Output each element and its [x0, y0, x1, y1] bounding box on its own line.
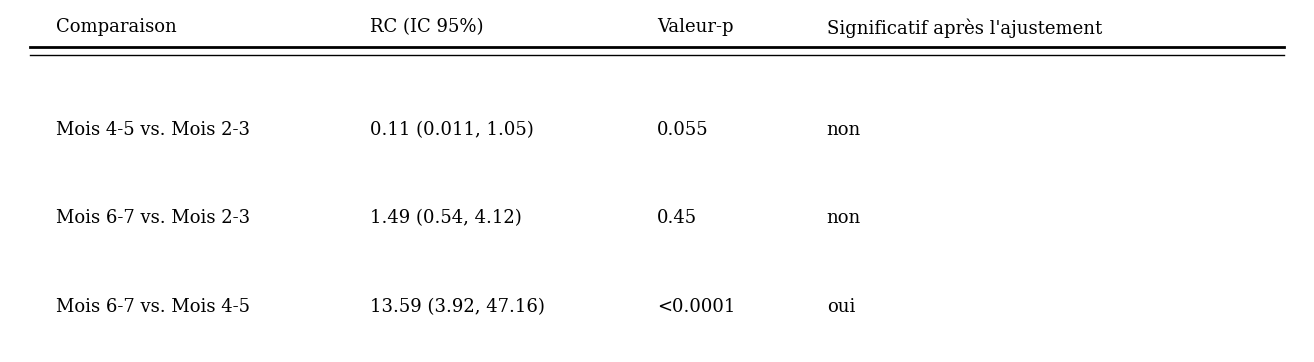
Text: Mois 6-7 vs. Mois 2-3: Mois 6-7 vs. Mois 2-3 [57, 209, 251, 227]
Text: non: non [827, 209, 861, 227]
Text: Mois 6-7 vs. Mois 4-5: Mois 6-7 vs. Mois 4-5 [57, 298, 251, 316]
Text: Significatif après l'ajustement: Significatif après l'ajustement [827, 18, 1102, 38]
Text: Valeur-p: Valeur-p [657, 18, 733, 36]
Text: <0.0001: <0.0001 [657, 298, 736, 316]
Text: Mois 4-5 vs. Mois 2-3: Mois 4-5 vs. Mois 2-3 [57, 121, 251, 139]
Text: Comparaison: Comparaison [57, 18, 177, 36]
Text: 0.11 (0.011, 1.05): 0.11 (0.011, 1.05) [369, 121, 533, 139]
Text: 13.59 (3.92, 47.16): 13.59 (3.92, 47.16) [369, 298, 544, 316]
Text: 0.055: 0.055 [657, 121, 708, 139]
Text: 0.45: 0.45 [657, 209, 698, 227]
Text: oui: oui [827, 298, 855, 316]
Text: non: non [827, 121, 861, 139]
Text: RC (IC 95%): RC (IC 95%) [369, 18, 484, 36]
Text: 1.49 (0.54, 4.12): 1.49 (0.54, 4.12) [369, 209, 522, 227]
